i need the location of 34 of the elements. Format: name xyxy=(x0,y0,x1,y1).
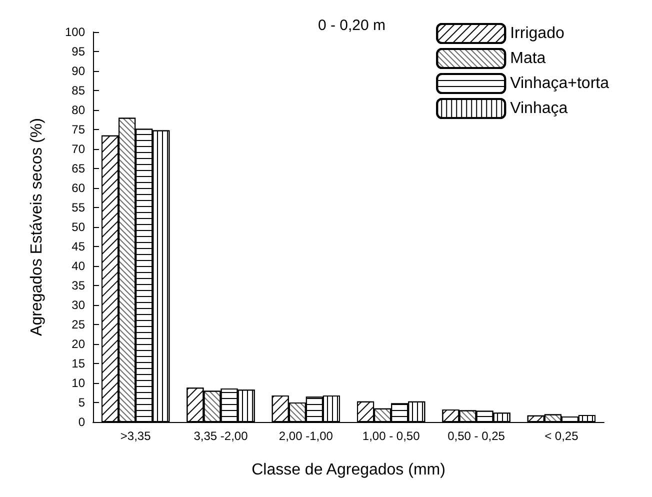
y-tick-label: 65 xyxy=(72,162,86,176)
y-tick-label: 55 xyxy=(72,200,86,214)
x-tick-label: 0,50 - 0,25 xyxy=(448,429,506,443)
y-tick-label: 80 xyxy=(72,103,86,117)
y-tick-label: 5 xyxy=(78,396,86,410)
legend-label: Mata xyxy=(510,50,546,67)
x-tick-label: 3,35 -2,00 xyxy=(194,429,248,443)
y-tick-label: 0 xyxy=(78,415,86,429)
annotation: 0 - 0,20 m xyxy=(318,17,386,34)
x-axis-title: Classe de Agregados (mm) xyxy=(252,462,446,478)
y-tick-label: 40 xyxy=(72,259,86,273)
y-tick-label: 50 xyxy=(72,220,86,234)
x-tick-label: >3,35 xyxy=(120,429,152,443)
y-tick-label: 100 xyxy=(64,25,86,39)
y-tick-label: 10 xyxy=(72,376,86,390)
y-axis-title: Agregados Estáveis secos (%) xyxy=(28,118,46,336)
legend-label: Irrigado xyxy=(510,25,564,42)
y-tick-label: 85 xyxy=(72,84,86,98)
y-tick-label: 90 xyxy=(72,64,86,78)
x-tick-label: < 0,25 xyxy=(544,429,579,443)
x-tick-label: 2,00 -1,00 xyxy=(278,429,334,443)
legend-label: Vinhaça+torta xyxy=(510,75,610,92)
y-tick-label: 45 xyxy=(72,240,86,254)
y-tick-label: 60 xyxy=(72,181,86,195)
y-tick-label: 75 xyxy=(72,122,86,136)
x-tick-label: 1,00 - 0,50 xyxy=(362,429,420,443)
y-tick-label: 15 xyxy=(72,356,86,370)
y-tick-label: 70 xyxy=(72,142,86,156)
legend-label: Vinhaça xyxy=(510,100,568,117)
y-tick-label: 20 xyxy=(72,337,86,351)
y-tick-label: 35 xyxy=(72,278,86,292)
y-tick-label: 95 xyxy=(72,44,86,58)
y-tick-label: 30 xyxy=(72,298,86,312)
y-tick-label: 25 xyxy=(72,318,86,332)
